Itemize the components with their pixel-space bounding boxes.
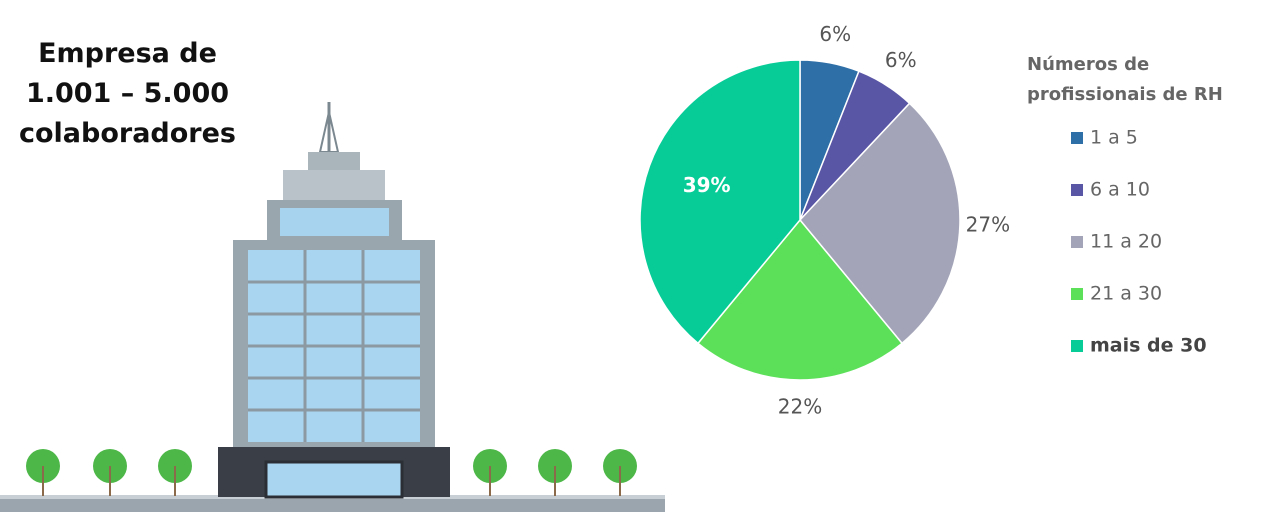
pie-slice bbox=[639, 59, 801, 345]
legend-swatch bbox=[1071, 340, 1083, 352]
legend-label: mais de 30 bbox=[1090, 335, 1207, 357]
pie-slice bbox=[799, 102, 961, 345]
legend-label: 6 a 10 bbox=[1090, 179, 1150, 201]
data-label: 27% bbox=[966, 212, 1010, 236]
chart-title: Empresa de 1.001 – 5.000 colaboradores bbox=[18, 38, 236, 149]
legend-swatch bbox=[1071, 236, 1083, 248]
data-label: 6% bbox=[885, 48, 917, 72]
data-label: 22% bbox=[778, 395, 822, 419]
legend-swatch bbox=[1071, 288, 1083, 300]
pie-slice bbox=[696, 218, 904, 381]
legend-swatch bbox=[1071, 132, 1083, 144]
data-label: 6% bbox=[819, 22, 851, 46]
legend-swatch bbox=[1071, 184, 1083, 196]
building-illustration bbox=[0, 102, 665, 512]
legend-label: 11 a 20 bbox=[1090, 231, 1162, 253]
data-label: 39% bbox=[683, 173, 731, 197]
legend-label: 1 a 5 bbox=[1090, 127, 1138, 149]
legend-title: Números de profissionais de RH bbox=[1027, 54, 1223, 105]
legend-label: 21 a 30 bbox=[1090, 283, 1162, 305]
